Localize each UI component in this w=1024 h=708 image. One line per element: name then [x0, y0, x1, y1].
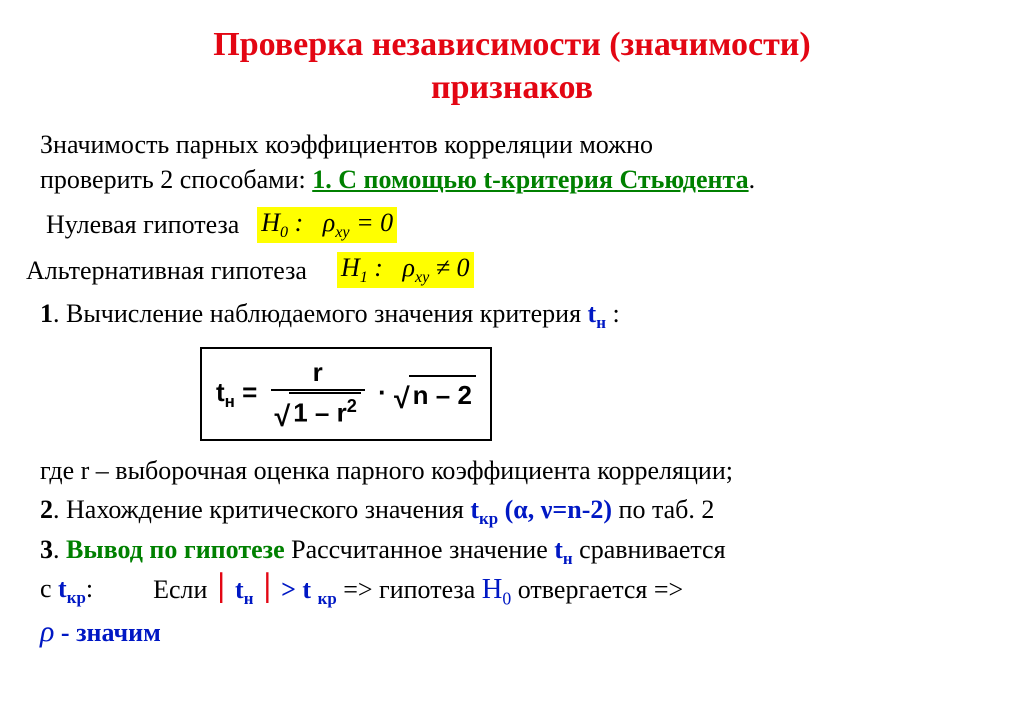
slide-title: Проверка независимости (значимости) приз… [40, 24, 984, 109]
step3-right: Если ׀ tн ׀ > t кр => гипотеза Н0 отверг… [153, 573, 683, 610]
where-line: где r – выборочная оценка парного коэффи… [40, 455, 984, 486]
step-3-line-1: 3. Вывод по гипотезе Рассчитанное значен… [40, 534, 984, 569]
f-den: √1 – r2 [271, 391, 365, 431]
h0-h: H [261, 208, 280, 237]
intro-period: . [749, 165, 756, 194]
step-1: 1. Вычисление наблюдаемого значения крит… [40, 298, 984, 333]
f-den-exp: 2 [347, 396, 357, 416]
intro-line-2a: проверить 2 способами: [40, 165, 312, 194]
step2-t: t [470, 495, 479, 524]
h0-eq: = 0 [356, 208, 393, 237]
s3-tkr2: t [302, 575, 317, 604]
s3-abs1: ׀ [214, 575, 235, 604]
s3-colon: : [86, 574, 93, 603]
step-3-line-3: ρ - значим [40, 614, 984, 650]
step2-tail: по таб. 2 [612, 495, 714, 524]
step3-texta: Рассчитанное значение [285, 535, 555, 564]
f-sqrt-inner: n – 2 [409, 375, 476, 413]
formula-fraction: r √1 – r2 [271, 357, 365, 431]
step1-colon: : [606, 299, 620, 328]
null-hypothesis-formula: H0 : ρxy = 0 [257, 207, 397, 243]
radical-icon: √ [275, 403, 291, 432]
step2-num: 2 [40, 495, 53, 524]
f-num: r [271, 357, 365, 391]
step3-num: 3 [40, 535, 53, 564]
step2-text: . Нахождение критического значения [53, 495, 470, 524]
f-eq: = [235, 377, 265, 407]
f-den-inner: 1 – r [293, 398, 347, 428]
s3-tkrsub: кр [67, 589, 86, 608]
h1-rho: ρ [402, 253, 414, 282]
alt-hypothesis-formula: H1 : ρxy ≠ 0 [337, 252, 474, 288]
h1-xy: xy [415, 269, 429, 286]
step3-left: с tкр: [40, 573, 93, 610]
radical-icon-2: √ [394, 385, 410, 414]
s3-abssub: н [244, 590, 254, 609]
step3-tnsub: н [563, 549, 573, 568]
step1-num: 1 [40, 299, 53, 328]
step3-textb: сравнивается [573, 535, 726, 564]
s3-tkr: t [58, 574, 67, 603]
s3-rejects: отвергается => [511, 575, 683, 604]
f-den-sqrt: √1 – r2 [275, 392, 361, 431]
step-2: 2. Нахождение критического значения tкр … [40, 494, 984, 529]
f-den-radicand: 1 – r2 [289, 392, 361, 431]
s3-Hsub: 0 [502, 589, 511, 609]
h0-zero: 0 [280, 224, 288, 241]
step1-tsub: н [596, 313, 606, 332]
method-1: 1. С помощью t-критерия Стьюдента [312, 165, 748, 194]
h1-neq: ≠ 0 [436, 253, 470, 282]
step1-text: . Вычисление наблюдаемого значения крите… [53, 299, 588, 328]
formula-box: tн = r √1 – r2 · √n – 2 [200, 347, 492, 441]
step2-tsub: кр [479, 510, 498, 529]
f-sqrt2: √n – 2 [394, 375, 476, 413]
f-tsub: н [225, 392, 235, 411]
formula-row: tн = r √1 – r2 · √n – 2 [40, 337, 984, 449]
step-3-line-2: с tкр: Если ׀ tн ׀ > t кр => гипотеза Н0… [40, 573, 984, 610]
s3-abs2: ׀ [253, 575, 274, 604]
formula-lhs: tн [216, 377, 235, 407]
h0-rho: ρ [323, 208, 335, 237]
f-mult: · [371, 377, 394, 407]
s3-H: Н [482, 574, 503, 605]
s3-rho: ρ [40, 615, 54, 648]
s3-if: Если [153, 575, 214, 604]
s3-arrow1: => гипотеза [337, 575, 482, 604]
null-hypothesis-row: Нулевая гипотеза H0 : ρxy = 0 [46, 205, 984, 244]
step2-bluetail: (α, ν=n-2) [498, 495, 612, 524]
step1-t: t [588, 299, 597, 328]
s3-abst: t [235, 575, 244, 604]
s3-with: с [40, 574, 58, 603]
step3-tn: t [554, 535, 563, 564]
intro-line-2: проверить 2 способами: 1. С помощью t-кр… [40, 164, 984, 195]
alt-hypothesis-label: Альтернативная гипотеза [26, 255, 307, 286]
step3-dot: . [53, 535, 66, 564]
intro-line-1: Значимость парных коэффициентов корреляц… [40, 129, 984, 160]
h1-one: 1 [360, 269, 368, 286]
title-line-1: Проверка независимости (значимости) [213, 26, 810, 63]
alt-hypothesis-row: Альтернативная гипотеза H1 : ρxy ≠ 0 [26, 251, 984, 290]
null-hypothesis-label: Нулевая гипотеза [46, 209, 239, 240]
s3-tkr2sub: кр [318, 590, 337, 609]
s3-gt: > [275, 575, 303, 604]
s3-signif: - значим [54, 618, 160, 647]
h1-h: H [341, 253, 360, 282]
step3-green: Вывод по гипотезе [66, 535, 285, 564]
slide: Проверка независимости (значимости) приз… [0, 0, 1024, 708]
f-t: t [216, 377, 225, 407]
title-line-2: признаков [431, 69, 593, 106]
h0-xy: xy [335, 224, 349, 241]
